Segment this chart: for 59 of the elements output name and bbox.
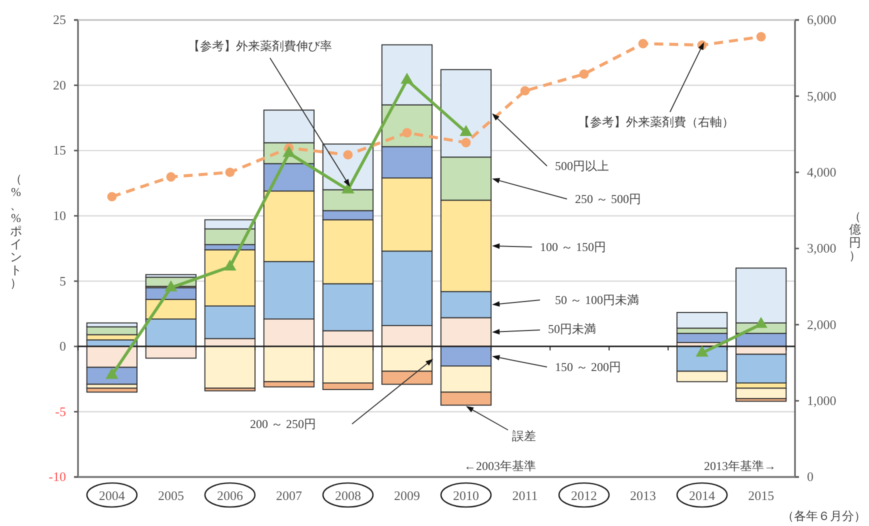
- point: [224, 259, 236, 270]
- y2-tick-label: 4,000: [807, 164, 836, 180]
- legend-label: 50円未満: [548, 322, 596, 336]
- y-tick-label: -5: [55, 404, 66, 419]
- y2-tick-label: 0: [807, 469, 814, 484]
- annotation: 2013年基準→: [704, 459, 776, 473]
- point: [460, 124, 472, 136]
- point: [756, 32, 766, 42]
- point: [579, 69, 589, 79]
- y2-tick-label: 5,000: [807, 88, 836, 104]
- point: [638, 38, 648, 48]
- point: [225, 168, 235, 178]
- y2-tick-label: 3,000: [807, 240, 836, 256]
- point: [164, 280, 178, 292]
- legend-label: 50 ～ 100円未満: [555, 293, 639, 307]
- point: [166, 172, 176, 182]
- y-tick-label: 10: [53, 208, 66, 224]
- annotation: ←2003年基準: [464, 459, 536, 473]
- y2-tick-label: 1,000: [807, 392, 836, 408]
- y-tick-label: 5: [60, 273, 66, 288]
- x-tick-label: 2007: [276, 488, 302, 503]
- text: 【参考】外来薬剤費（右軸）: [578, 115, 734, 129]
- point: [400, 72, 414, 84]
- legend-label: 100 ～ 150円: [540, 240, 606, 254]
- x-tick-label: 2008: [334, 488, 361, 503]
- y-tick-label: 0: [60, 338, 66, 354]
- point: [107, 192, 117, 202]
- text: 500円以上: [555, 159, 609, 173]
- point: [754, 316, 768, 328]
- point: [343, 150, 353, 160]
- point: [461, 138, 471, 148]
- y2-tick-label: 6,000: [807, 12, 836, 28]
- y-tick-label: 25: [53, 12, 66, 28]
- y-tick-label: 20: [53, 77, 66, 92]
- point: [402, 128, 412, 138]
- text: （%、%ポイント）: [10, 172, 22, 290]
- bar: [86, 388, 138, 393]
- x-tick-label: 2015: [748, 488, 774, 503]
- x-tick-label: 2013: [630, 488, 656, 503]
- x-tick-label: 2009: [394, 488, 420, 503]
- legend-label: 150 ～ 200円: [555, 360, 621, 374]
- text: （各年６月分）: [782, 509, 866, 523]
- y2-axis-title: （億円）: [849, 210, 861, 262]
- text: 200 ～ 250円: [250, 417, 316, 431]
- x-tick-label: 2006: [216, 488, 244, 503]
- x-tick-label: 2011: [512, 488, 538, 503]
- text: 250 ～ 500円: [575, 192, 641, 206]
- x-tick-label: 2005: [158, 488, 184, 503]
- point: [520, 86, 530, 96]
- x-tick-label: 2014: [689, 488, 716, 503]
- y2-tick-label: 2,000: [807, 316, 836, 332]
- text: 誤差: [512, 429, 536, 443]
- y-tick-label: -10: [48, 469, 66, 484]
- x-tick-label: 2004: [98, 488, 126, 503]
- x-tick-label: 2010: [453, 488, 480, 503]
- y-tick-label: 15: [53, 142, 66, 158]
- text: 【参考】外来薬剤費伸び率: [188, 39, 332, 53]
- x-tick-label: 2012: [571, 488, 598, 503]
- point: [696, 346, 708, 357]
